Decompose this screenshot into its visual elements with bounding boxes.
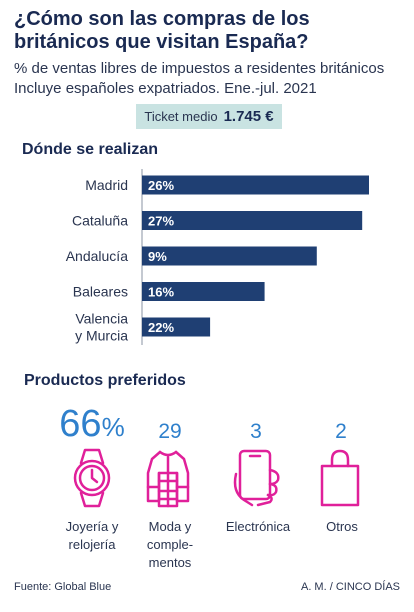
category-label-4: Valencia [75, 311, 128, 327]
data-label-2: 9% [148, 249, 167, 264]
subtitle-line: % de ventas libres de impuestos a reside… [14, 60, 385, 77]
source-note: Fuente: Global Blue [14, 581, 112, 593]
subtitle: % de ventas libres de impuestos a reside… [14, 59, 414, 99]
ticket-label: Ticket medio [144, 109, 218, 124]
product-label-jewelry: Joyería y relojería [65, 519, 119, 552]
category-label-0: Madrid [85, 177, 128, 193]
page-title: ¿Cómo son las compras de los británicos … [14, 8, 310, 53]
product-value-electronics: 3 [250, 420, 262, 443]
product-value-jewelry: 66% [59, 403, 125, 445]
product-label-others: Otros [326, 519, 358, 534]
data-label-4: 22% [148, 320, 174, 335]
data-label-3: 16% [148, 285, 174, 300]
section-heading-products: Productos preferidos [24, 372, 186, 389]
section-heading-regions: Dónde se realizan [22, 141, 159, 158]
category-label-2: Andalucía [66, 248, 128, 264]
product-label-fashion: Moda y comple- mentos [146, 519, 194, 570]
jacket-icon [146, 450, 190, 508]
bar-3 [142, 282, 265, 301]
product-value-fashion: 29 [158, 420, 182, 443]
credit-note: A. M. / CINCO DÍAS [300, 581, 400, 593]
category-label-3: Baleares [73, 284, 128, 300]
bar-4 [142, 317, 211, 337]
data-label-0: 26% [148, 178, 174, 193]
product-label-electronics: Electrónica [225, 519, 291, 534]
category-label-1: Cataluña [72, 213, 128, 229]
smartphone-icon [233, 449, 280, 507]
bar-2 [142, 246, 317, 266]
subtitle-line: Incluye españoles expatriados. Ene.-jul.… [14, 80, 317, 97]
regions-bar-chart: 26% Madrid 27% Cataluña 9% Andalucía 16% Balear… [66, 169, 369, 345]
shopping-bag-icon [320, 449, 360, 507]
watch-icon [73, 448, 111, 508]
ticket-medio-badge: Ticket medio 1.745 € [136, 104, 282, 129]
category-label-4: y Murcia [75, 328, 128, 344]
product-value-others: 2 [335, 420, 347, 443]
bar-1 [142, 211, 363, 230]
bar-0 [142, 175, 369, 195]
data-label-1: 27% [148, 214, 174, 229]
ticket-value: 1.745 € [223, 108, 274, 125]
